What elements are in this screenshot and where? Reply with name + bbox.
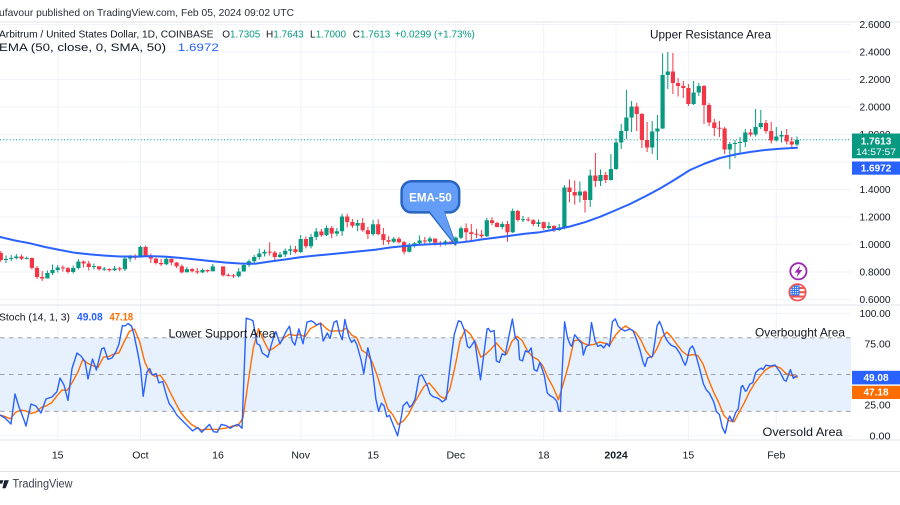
- svg-text:H: H: [266, 30, 273, 41]
- svg-text:+0.0299 (+1.73%): +0.0299 (+1.73%): [395, 30, 475, 41]
- svg-text:2.0000: 2.0000: [860, 103, 891, 114]
- svg-text:16: 16: [212, 450, 224, 462]
- svg-text:Lower Support Area: Lower Support Area: [169, 327, 276, 341]
- svg-text:15: 15: [367, 450, 379, 462]
- svg-text:2.6000: 2.6000: [860, 20, 891, 31]
- svg-text:Arbitrum / United States Dolla: Arbitrum / United States Dollar, 1D, COI…: [0, 30, 214, 41]
- svg-text:ufavour published on TradingVi: ufavour published on TradingView.com, Fe…: [0, 8, 294, 19]
- svg-text:0.8000: 0.8000: [860, 268, 891, 279]
- svg-text:1.6972: 1.6972: [861, 163, 892, 174]
- svg-text:Overbought Area: Overbought Area: [755, 326, 845, 340]
- svg-text:1.7613: 1.7613: [861, 137, 892, 148]
- svg-text:1.7643: 1.7643: [273, 30, 304, 41]
- svg-text:L: L: [310, 30, 316, 41]
- svg-text:0.00: 0.00: [870, 431, 891, 442]
- svg-text:Stoch (14, 1, 3): Stoch (14, 1, 3): [0, 312, 70, 324]
- svg-text:O: O: [222, 30, 230, 41]
- svg-text:18: 18: [538, 450, 550, 462]
- svg-text:49.08: 49.08: [77, 312, 103, 324]
- svg-text:2.4000: 2.4000: [860, 48, 891, 59]
- svg-text:Oversold Area: Oversold Area: [763, 425, 843, 439]
- svg-text:47.18: 47.18: [863, 388, 888, 399]
- svg-text:1.7613: 1.7613: [360, 30, 391, 41]
- svg-text:Nov: Nov: [291, 450, 310, 462]
- svg-text:1.0000: 1.0000: [860, 240, 891, 251]
- svg-text:1.2000: 1.2000: [860, 213, 891, 224]
- svg-text:15: 15: [52, 450, 64, 462]
- svg-text:1.7000: 1.7000: [316, 30, 347, 41]
- svg-text:49.08: 49.08: [863, 373, 888, 384]
- svg-text:Dec: Dec: [446, 450, 465, 462]
- svg-text:100.00: 100.00: [860, 309, 891, 320]
- svg-text:Oct: Oct: [132, 450, 148, 462]
- svg-text:75.00: 75.00: [865, 339, 891, 350]
- svg-text:25.00: 25.00: [865, 401, 891, 412]
- svg-text:2024: 2024: [604, 450, 628, 462]
- svg-text:14:57:57: 14:57:57: [856, 147, 896, 157]
- svg-text:Feb: Feb: [767, 450, 785, 462]
- svg-text:15: 15: [683, 450, 695, 462]
- svg-text:1.4000: 1.4000: [860, 185, 891, 196]
- svg-text:TradingView: TradingView: [13, 479, 74, 491]
- svg-text:47.18: 47.18: [110, 312, 134, 324]
- svg-text:C: C: [353, 30, 360, 41]
- svg-text:2.2000: 2.2000: [860, 75, 891, 86]
- svg-text:EMA (50, close, 0, SMA, 50): EMA (50, close, 0, SMA, 50): [0, 42, 166, 54]
- svg-text:1.6972: 1.6972: [178, 42, 219, 54]
- svg-text:EMA-50: EMA-50: [409, 190, 452, 204]
- svg-text:0.6000: 0.6000: [860, 295, 891, 306]
- svg-text:Upper Resistance Area: Upper Resistance Area: [650, 28, 771, 42]
- svg-text:1.7305: 1.7305: [230, 30, 261, 41]
